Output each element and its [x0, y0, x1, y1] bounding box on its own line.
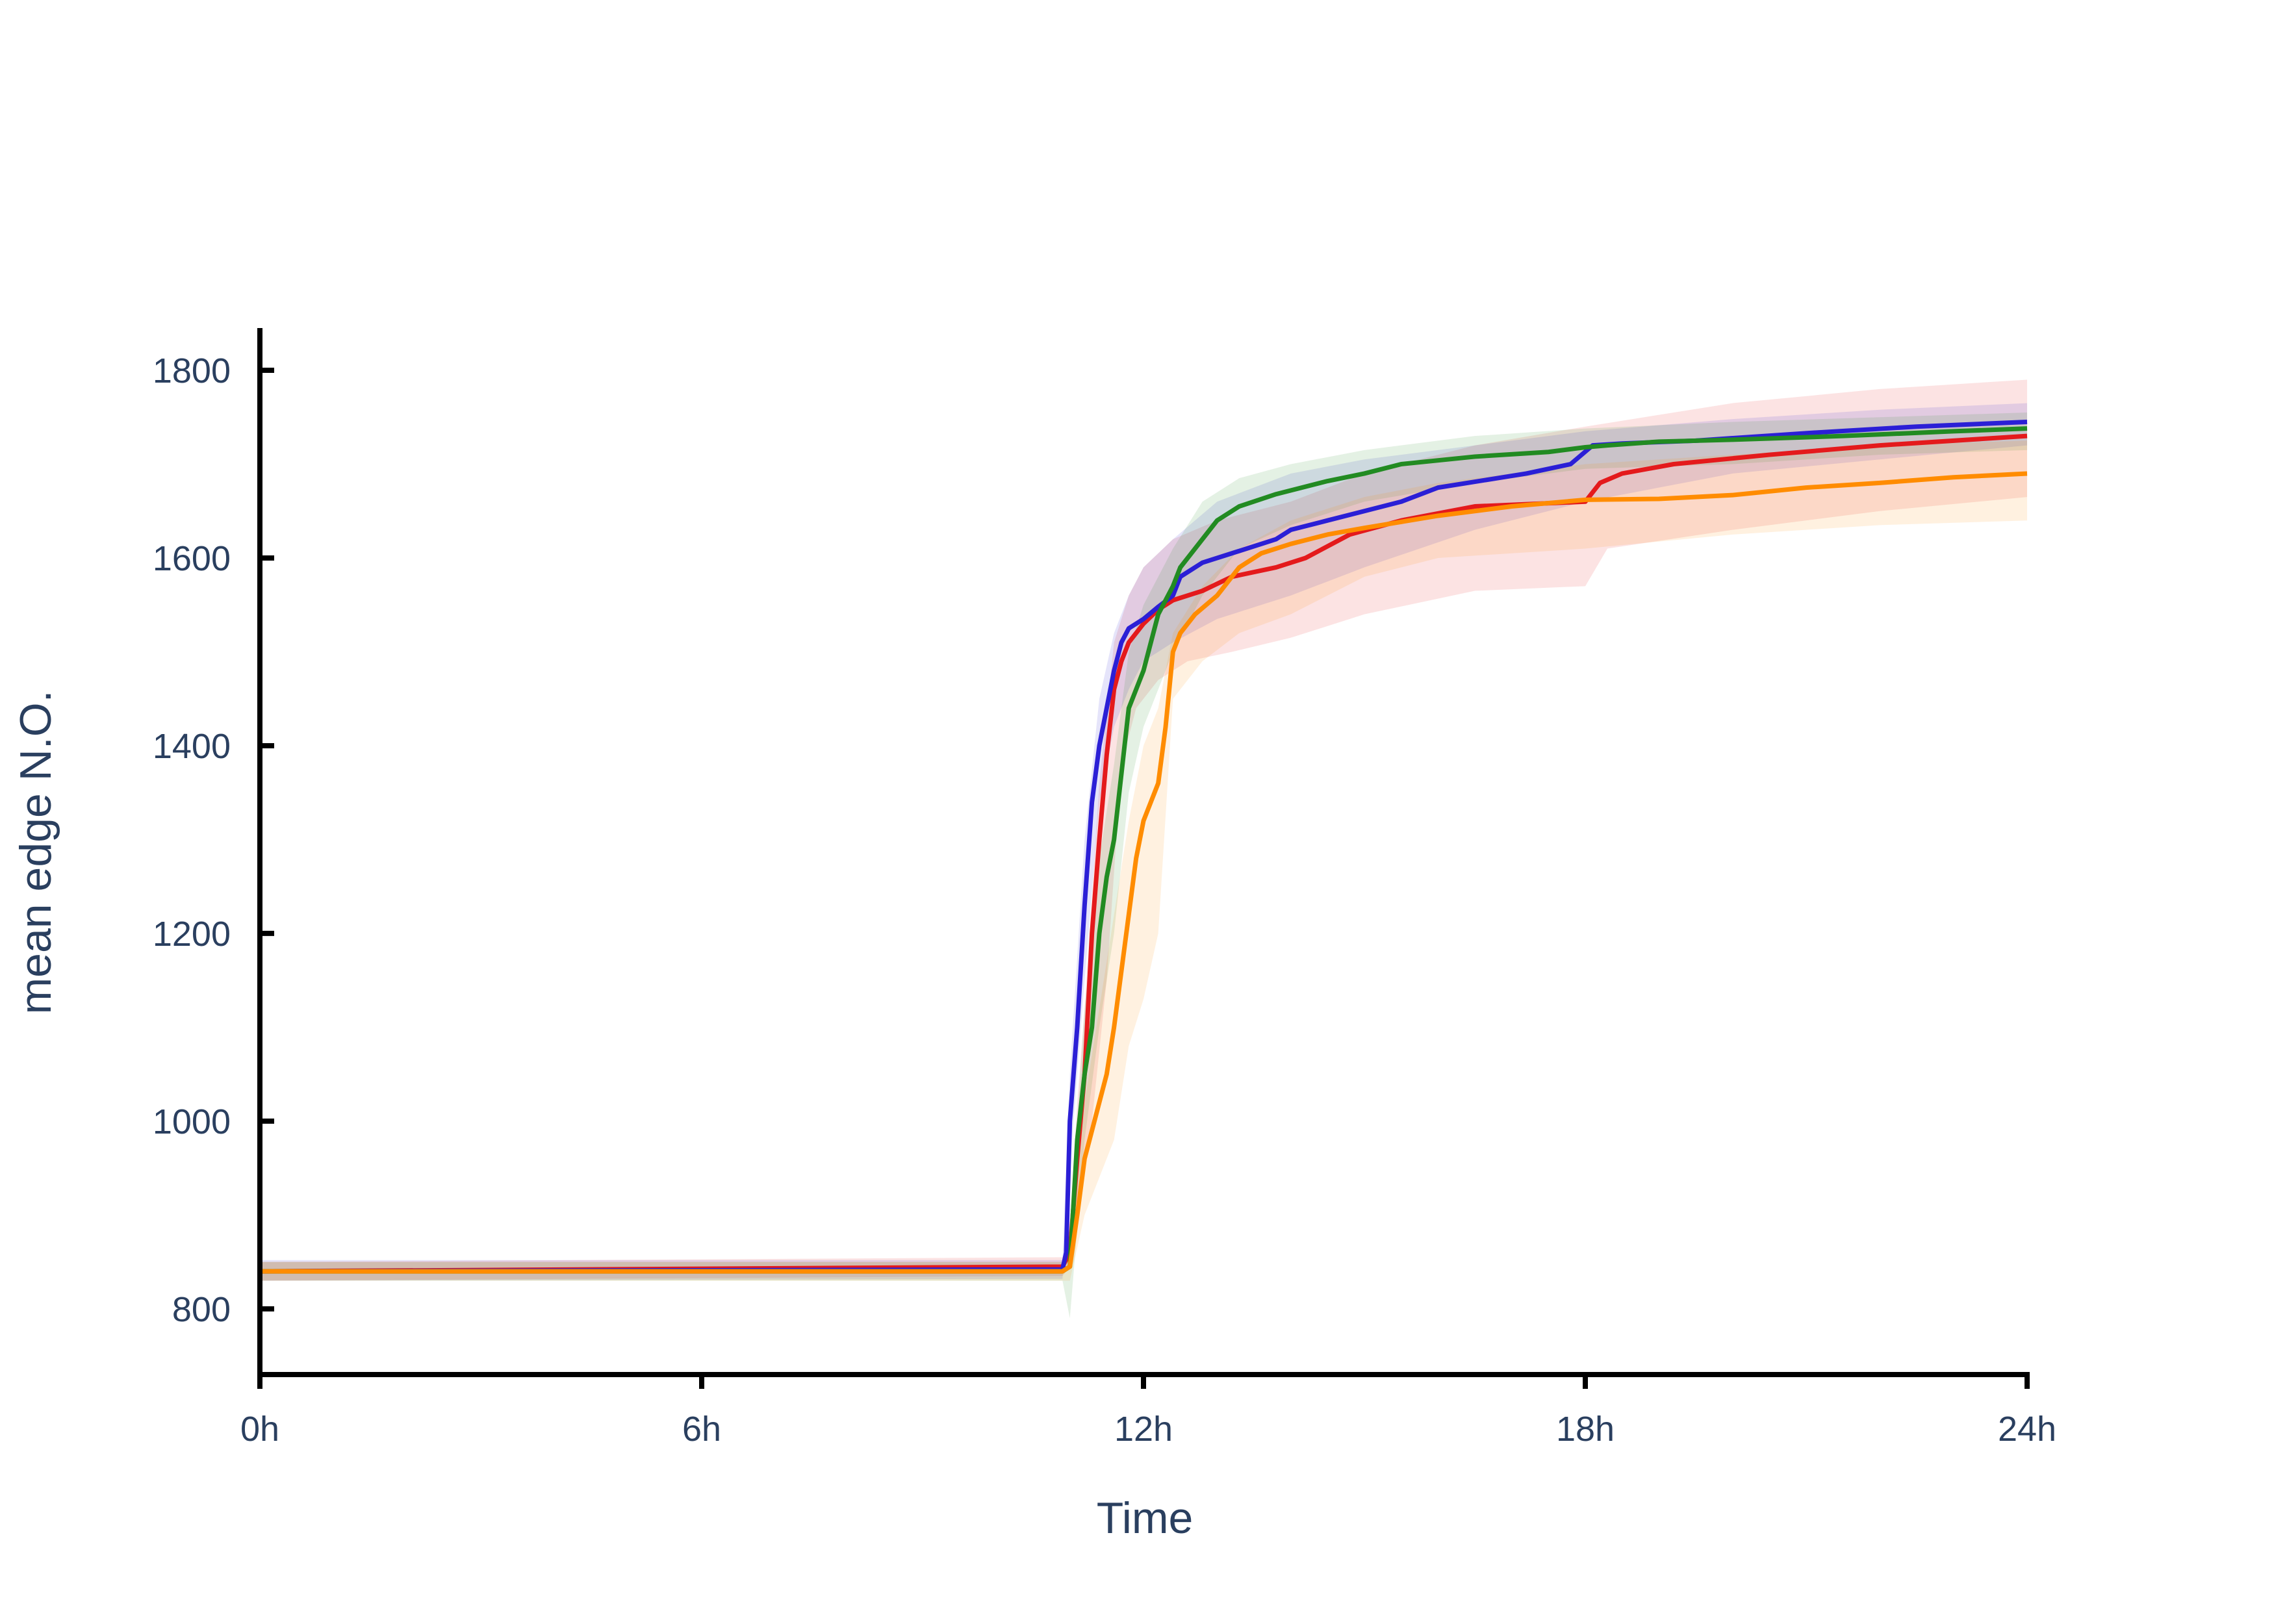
series-1-line — [259, 419, 2028, 1274]
series-lines — [259, 419, 2028, 1274]
series-3-band — [260, 440, 2027, 1281]
y-tick-label: 1400 — [153, 727, 231, 766]
x-axis-title: Time — [1097, 1493, 1194, 1543]
x-tick-label: 0h — [240, 1410, 279, 1449]
y-tick-label: 800 — [172, 1290, 231, 1329]
series-0-line — [259, 433, 2028, 1274]
x-tick-label: 12h — [1114, 1410, 1173, 1449]
y-axis-ticks: 800 1000 1200 1400 1600 1800 — [153, 351, 274, 1329]
series-0-band — [260, 379, 2027, 1281]
y-tick-label: 1000 — [153, 1102, 231, 1141]
series-3-line — [260, 471, 2028, 1274]
x-axis-ticks: 0h 6h 12h 18h 24h — [240, 1375, 2056, 1449]
series-1-band — [260, 403, 2027, 1281]
y-axis-title: mean edge N.O. — [11, 691, 60, 1015]
y-tick-label: 1600 — [153, 539, 231, 578]
x-tick-label: 6h — [682, 1410, 721, 1449]
x-tick-label: 18h — [1556, 1410, 1615, 1449]
series-2-line — [260, 426, 2028, 1274]
y-tick-label: 1200 — [153, 915, 231, 954]
series-confidence-bands — [260, 379, 2027, 1319]
x-tick-label: 24h — [1998, 1410, 2056, 1449]
y-tick-label: 1800 — [153, 351, 231, 390]
